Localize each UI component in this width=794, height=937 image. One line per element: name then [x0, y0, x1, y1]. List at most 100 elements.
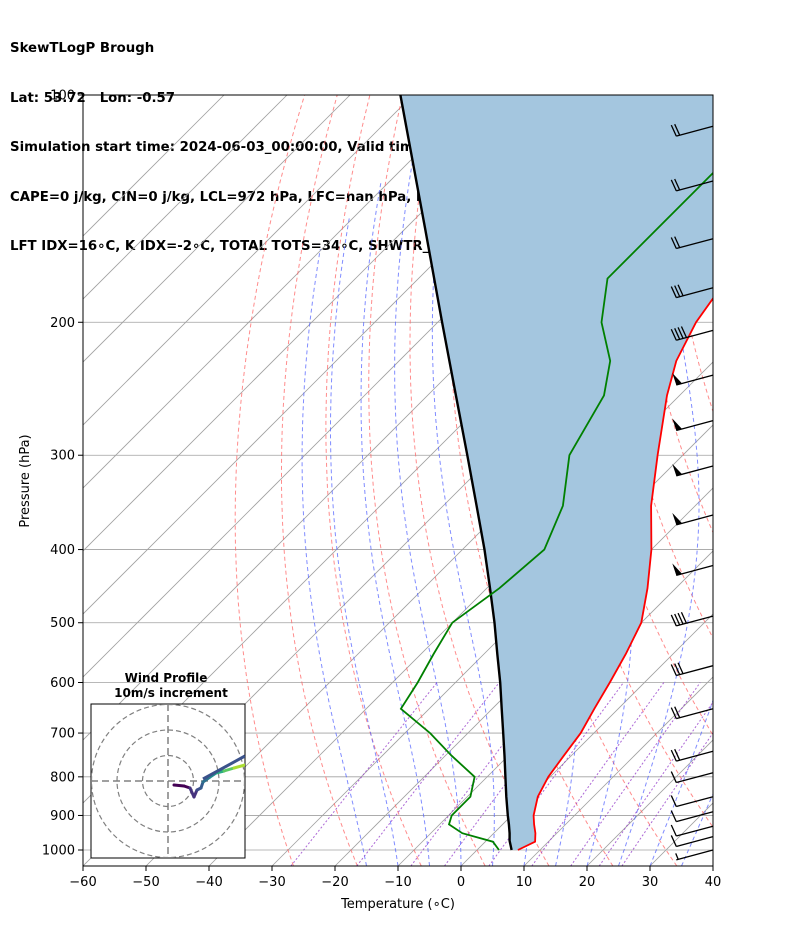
wind-barb: [672, 463, 714, 477]
barb-feather: [670, 707, 677, 719]
moist-adiabat-line: [360, 180, 430, 866]
x-tick-label: 20: [579, 875, 596, 890]
isotherm-line: [83, 95, 225, 237]
y-tick-label: 1000: [42, 844, 75, 859]
dry-adiabat-line: [409, 95, 550, 866]
isotherm-line: [460, 613, 713, 866]
y-tick-label: 500: [50, 616, 75, 631]
inset-title: Wind Profile: [125, 671, 208, 685]
barb-staff: [676, 238, 714, 250]
barb-feather: [670, 614, 677, 627]
barb-staff: [676, 514, 714, 526]
barb-staff: [676, 465, 714, 477]
isotherm-line: [83, 95, 288, 300]
x-tick-label: 10: [516, 875, 533, 890]
mixing-ratio-line: [570, 682, 701, 866]
barb-staff: [676, 374, 714, 386]
barb-half-feather: [675, 853, 679, 860]
barb-feather: [674, 285, 681, 297]
barb-staff: [676, 180, 714, 192]
moist-adiabat-line: [681, 792, 713, 866]
barb-staff: [676, 811, 714, 823]
hodograph-segment: [172, 783, 186, 788]
hodograph-segment: [202, 754, 245, 781]
chart-title: SkewTLogP Brough: [10, 41, 155, 56]
barb-staff: [676, 420, 714, 432]
wind-barb: [675, 849, 714, 861]
barb-feather: [674, 123, 681, 136]
barb-staff: [676, 849, 714, 861]
moist-adiabat-line: [301, 249, 367, 866]
barb-feather: [677, 662, 684, 674]
temperature-line: [517, 296, 713, 851]
wind-barb: [670, 662, 714, 677]
moist-adiabat-line: [431, 110, 495, 866]
wind-barbs: [670, 123, 714, 861]
mixing-ratio-line: [290, 682, 438, 866]
barb-staff: [676, 615, 714, 627]
x-tick-label: −60: [69, 875, 96, 890]
y-tick-label: 700: [50, 727, 75, 742]
barb-feather: [670, 237, 677, 249]
barb-flag: [672, 563, 683, 576]
dry-adiabat-line: [325, 95, 422, 866]
barb-feather: [677, 327, 684, 339]
dewpoint-line: [399, 171, 713, 851]
isotherm-line: [83, 95, 351, 363]
barb-feather: [670, 328, 677, 341]
barb-staff: [676, 125, 714, 137]
y-tick-label: 900: [50, 809, 75, 824]
barb-feather: [670, 179, 677, 192]
wind-barb: [670, 771, 714, 784]
cape-cin-shading: [400, 95, 713, 850]
barb-feather: [677, 612, 684, 625]
moist-adiabat-line: [394, 154, 462, 866]
x-tick-label: −30: [258, 875, 285, 890]
dry-adiabat-line: [761, 95, 794, 866]
wind-barb: [670, 178, 714, 192]
wind-barb: [672, 372, 714, 386]
barb-feather: [674, 706, 681, 718]
wind-barb: [670, 835, 714, 848]
barb-feather: [670, 810, 677, 822]
y-axis-label: Pressure (hPa): [18, 434, 33, 527]
barb-staff: [676, 287, 714, 299]
x-tick-label: 30: [642, 875, 659, 890]
barb-feather: [670, 286, 677, 298]
inset-subtitle: 10m/s increment: [114, 686, 228, 700]
barb-staff: [676, 665, 714, 677]
hodograph-segment: [222, 766, 236, 773]
barb-feather: [670, 835, 677, 847]
dry-adiabat-line: [630, 95, 713, 534]
barb-feather: [670, 824, 677, 837]
dry-adiabat-line: [234, 95, 306, 866]
wind-barb: [672, 563, 714, 577]
axes: −60 −50 −40 −30 −20 −10 0 10 20 30 40 100 200 300 400 5…: [42, 89, 721, 891]
isotherm-line: [334, 487, 713, 866]
barb-feather: [674, 178, 681, 191]
wind-barb: [670, 611, 714, 627]
barb-staff: [676, 708, 714, 720]
barb-staff: [676, 564, 714, 577]
x-tick-label: −20: [321, 875, 348, 890]
barb-feather: [677, 284, 684, 297]
y-tick-label: 800: [50, 770, 75, 785]
mixing-ratio-line: [531, 682, 665, 866]
barb-flag: [672, 512, 683, 525]
wind-barb: [670, 236, 714, 250]
moist-adiabat-line: [712, 864, 713, 866]
y-tick-label: 200: [50, 316, 75, 331]
barb-staff: [676, 772, 714, 784]
wind-profile-inset: Wind Profile 10m/s increment: [90, 671, 246, 859]
parcel-profile-line: [399, 95, 513, 851]
barb-feather: [680, 611, 688, 624]
isotherm-line: [271, 424, 713, 866]
x-axis-label: Temperature (∘C): [340, 897, 455, 912]
barb-feather: [670, 749, 677, 762]
plot-series: [399, 95, 713, 851]
plot-grid: [83, 95, 794, 866]
barb-feather: [674, 328, 681, 340]
wind-barb: [670, 810, 714, 823]
barb-flag: [672, 418, 683, 431]
wind-barb: [672, 418, 714, 432]
